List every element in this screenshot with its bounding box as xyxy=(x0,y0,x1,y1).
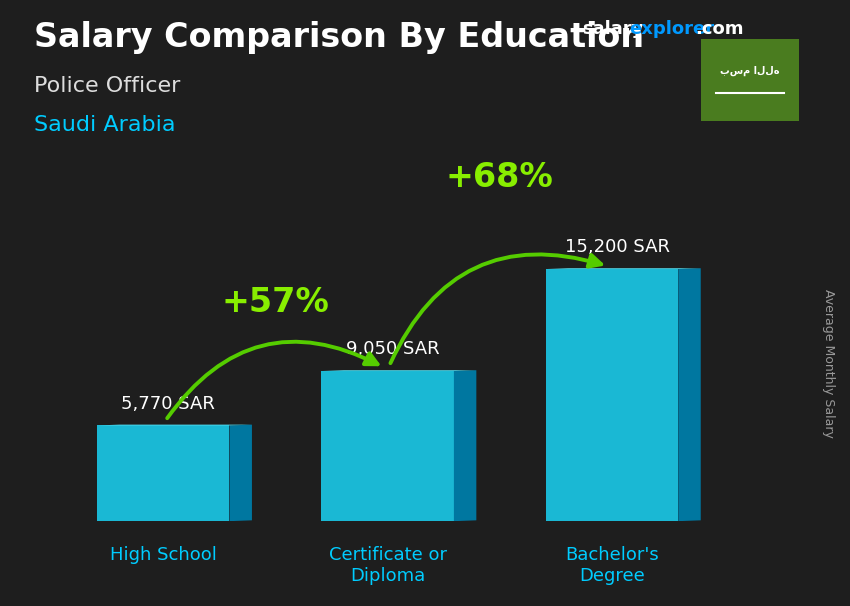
FancyArrowPatch shape xyxy=(390,255,601,363)
Polygon shape xyxy=(546,268,700,269)
Text: .com: .com xyxy=(695,20,744,38)
Bar xyxy=(97,425,230,521)
Text: High School: High School xyxy=(110,547,217,564)
Text: بسم الله: بسم الله xyxy=(720,65,779,76)
Text: Average Monthly Salary: Average Monthly Salary xyxy=(822,289,836,438)
Text: Salary Comparison By Education: Salary Comparison By Education xyxy=(34,21,644,54)
Text: 9,050 SAR: 9,050 SAR xyxy=(346,341,439,359)
Text: Certificate or
Diploma: Certificate or Diploma xyxy=(329,547,446,585)
Text: Saudi Arabia: Saudi Arabia xyxy=(34,115,175,135)
Text: +57%: +57% xyxy=(222,287,329,319)
Text: 5,770 SAR: 5,770 SAR xyxy=(122,395,215,413)
FancyArrowPatch shape xyxy=(167,342,377,418)
Text: Police Officer: Police Officer xyxy=(34,76,180,96)
Polygon shape xyxy=(321,370,476,371)
Text: 15,200 SAR: 15,200 SAR xyxy=(564,238,670,256)
Text: Bachelor's
Degree: Bachelor's Degree xyxy=(565,547,659,585)
Polygon shape xyxy=(230,425,252,521)
Text: +68%: +68% xyxy=(446,161,553,193)
Bar xyxy=(321,371,454,521)
Polygon shape xyxy=(678,268,700,521)
Text: explorer: explorer xyxy=(629,20,714,38)
Bar xyxy=(546,269,678,521)
Text: salary: salary xyxy=(582,20,643,38)
Polygon shape xyxy=(454,370,476,521)
